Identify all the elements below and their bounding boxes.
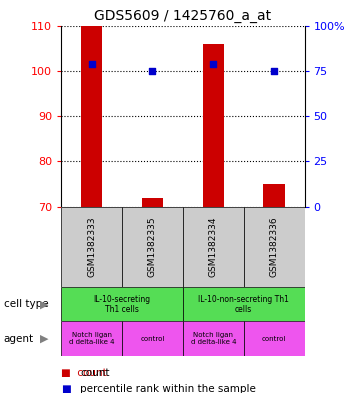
Text: IL-10-non-secreting Th1
cells: IL-10-non-secreting Th1 cells: [198, 295, 289, 314]
Text: ■: ■: [61, 384, 71, 393]
Text: control: control: [140, 336, 164, 342]
Bar: [61, 321, 122, 356]
Bar: [122, 321, 183, 356]
Text: GSM1382336: GSM1382336: [270, 217, 279, 277]
Text: percentile rank within the sample: percentile rank within the sample: [80, 384, 256, 393]
Bar: [61, 287, 183, 321]
Point: [210, 61, 216, 67]
Point: [89, 61, 95, 67]
Text: GSM1382333: GSM1382333: [87, 217, 96, 277]
Text: count: count: [80, 368, 110, 378]
Bar: [183, 287, 304, 321]
Text: ▶: ▶: [40, 334, 49, 343]
Title: GDS5609 / 1425760_a_at: GDS5609 / 1425760_a_at: [94, 9, 272, 23]
Bar: [244, 207, 304, 287]
Text: GSM1382334: GSM1382334: [209, 217, 218, 277]
Bar: [203, 44, 224, 207]
Bar: [264, 184, 285, 207]
Bar: [244, 321, 304, 356]
Bar: [183, 321, 244, 356]
Text: Notch ligan
d delta-like 4: Notch ligan d delta-like 4: [190, 332, 236, 345]
Bar: [61, 207, 122, 287]
Point: [271, 68, 277, 74]
Text: Notch ligan
d delta-like 4: Notch ligan d delta-like 4: [69, 332, 114, 345]
Bar: [122, 207, 183, 287]
Text: cell type: cell type: [4, 299, 48, 309]
Text: GSM1382335: GSM1382335: [148, 217, 157, 277]
Text: ▶: ▶: [40, 299, 49, 309]
Point: [150, 68, 155, 74]
Text: ■  count: ■ count: [61, 368, 107, 378]
Bar: [81, 26, 102, 207]
Bar: [183, 207, 244, 287]
Text: control: control: [262, 336, 286, 342]
Text: IL-10-secreting
Th1 cells: IL-10-secreting Th1 cells: [93, 295, 150, 314]
Bar: [142, 198, 163, 207]
Text: agent: agent: [4, 334, 34, 343]
